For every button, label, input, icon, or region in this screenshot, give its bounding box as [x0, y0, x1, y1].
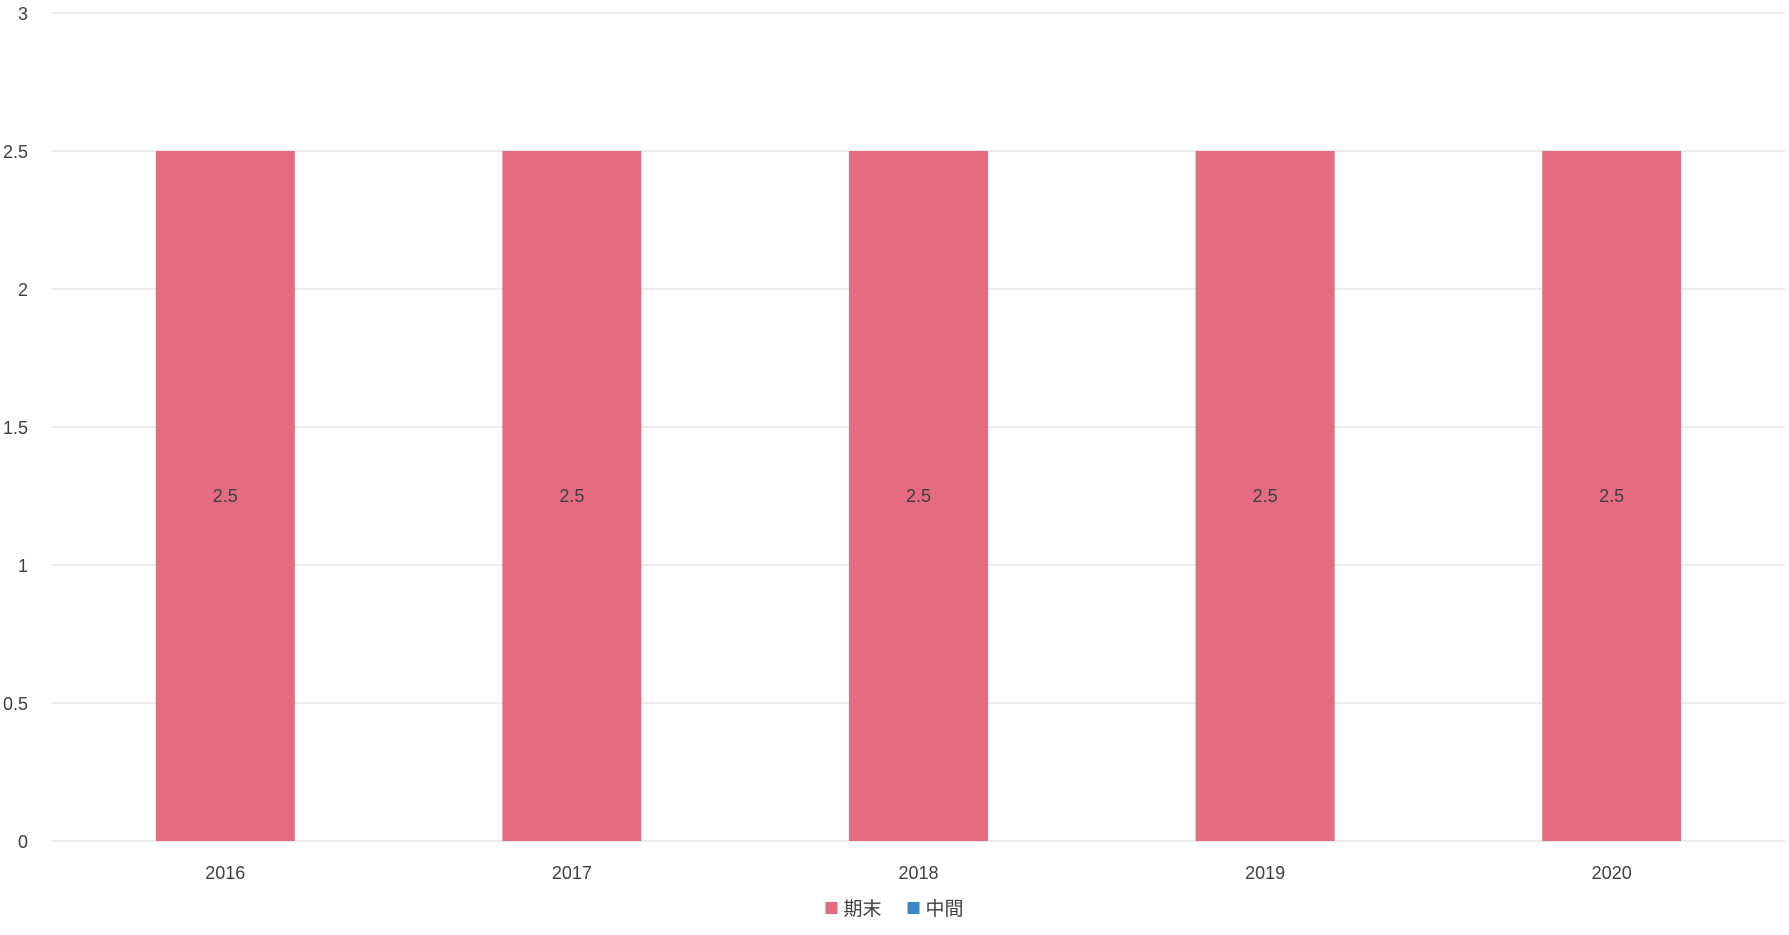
data-label: 2.5	[213, 486, 238, 506]
y-tick-label: 1	[18, 556, 28, 576]
bars	[155, 151, 1682, 841]
x-tick-label: 2018	[898, 863, 938, 883]
y-tick-label: 2.5	[3, 142, 28, 162]
legend: 期末 中間	[825, 898, 964, 920]
x-tick-label: 2016	[205, 863, 245, 883]
x-tick-label: 2020	[1592, 863, 1632, 883]
legend-swatch-0	[825, 902, 838, 914]
y-tick-label: 2	[18, 280, 28, 300]
legend-label: 期末	[844, 898, 882, 920]
bar-2016-series-0	[155, 151, 295, 841]
data-label: 2.5	[906, 486, 931, 506]
data-label: 2.5	[559, 486, 584, 506]
x-axis-tick-labels: 2016 2017 2018 2019 2020	[205, 863, 1631, 883]
x-tick-label: 2017	[552, 863, 592, 883]
y-tick-label: 3	[18, 4, 28, 24]
data-label: 2.5	[1253, 486, 1278, 506]
y-tick-label: 0.5	[3, 694, 28, 714]
bar-2020-series-0	[1542, 151, 1682, 841]
legend-label: 中間	[926, 898, 964, 920]
y-axis-tick-labels: 0 0.5 1 1.5 2 2.5 3	[3, 4, 28, 852]
x-tick-label: 2019	[1245, 863, 1285, 883]
data-labels: 2.5 2.5 2.5 2.5 2.5	[213, 486, 1624, 506]
y-tick-label: 0	[18, 832, 28, 852]
bar-2017-series-0	[502, 151, 642, 841]
bar-2019-series-0	[1195, 151, 1335, 841]
legend-swatch-1	[907, 902, 920, 914]
y-tick-label: 1.5	[3, 418, 28, 438]
bar-2018-series-0	[849, 151, 988, 841]
data-label: 2.5	[1599, 486, 1624, 506]
